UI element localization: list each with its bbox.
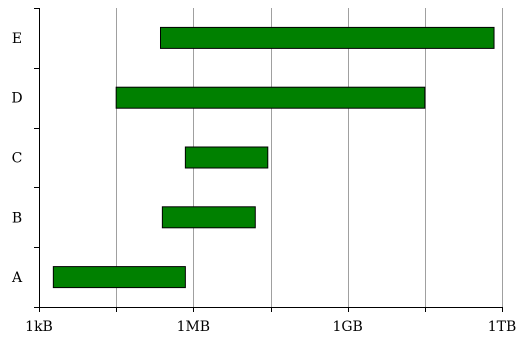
- grid-lines: [116, 8, 503, 307]
- y-tick-label: E: [12, 31, 22, 47]
- x-tick-label: 1MB: [177, 319, 211, 335]
- y-tick-labels: A B C D E: [11, 31, 23, 286]
- x-tick-label: 1kB: [25, 319, 53, 335]
- bar-b: [161, 206, 256, 229]
- y-tick-label: C: [12, 151, 23, 167]
- y-tick-label: B: [12, 210, 22, 226]
- x-tick-label: 1GB: [332, 319, 362, 335]
- x-tick-labels: 1kB 1MB 1GB 1TB: [25, 319, 516, 335]
- bar-a: [52, 266, 186, 289]
- x-tick-label: 1TB: [488, 319, 517, 335]
- y-tick-label: A: [11, 270, 23, 286]
- axes: [34, 8, 503, 312]
- bar-d: [115, 86, 426, 109]
- bars: [52, 26, 495, 289]
- bar-e: [159, 26, 495, 49]
- y-tick-label: D: [11, 91, 22, 107]
- bar-c: [184, 146, 269, 169]
